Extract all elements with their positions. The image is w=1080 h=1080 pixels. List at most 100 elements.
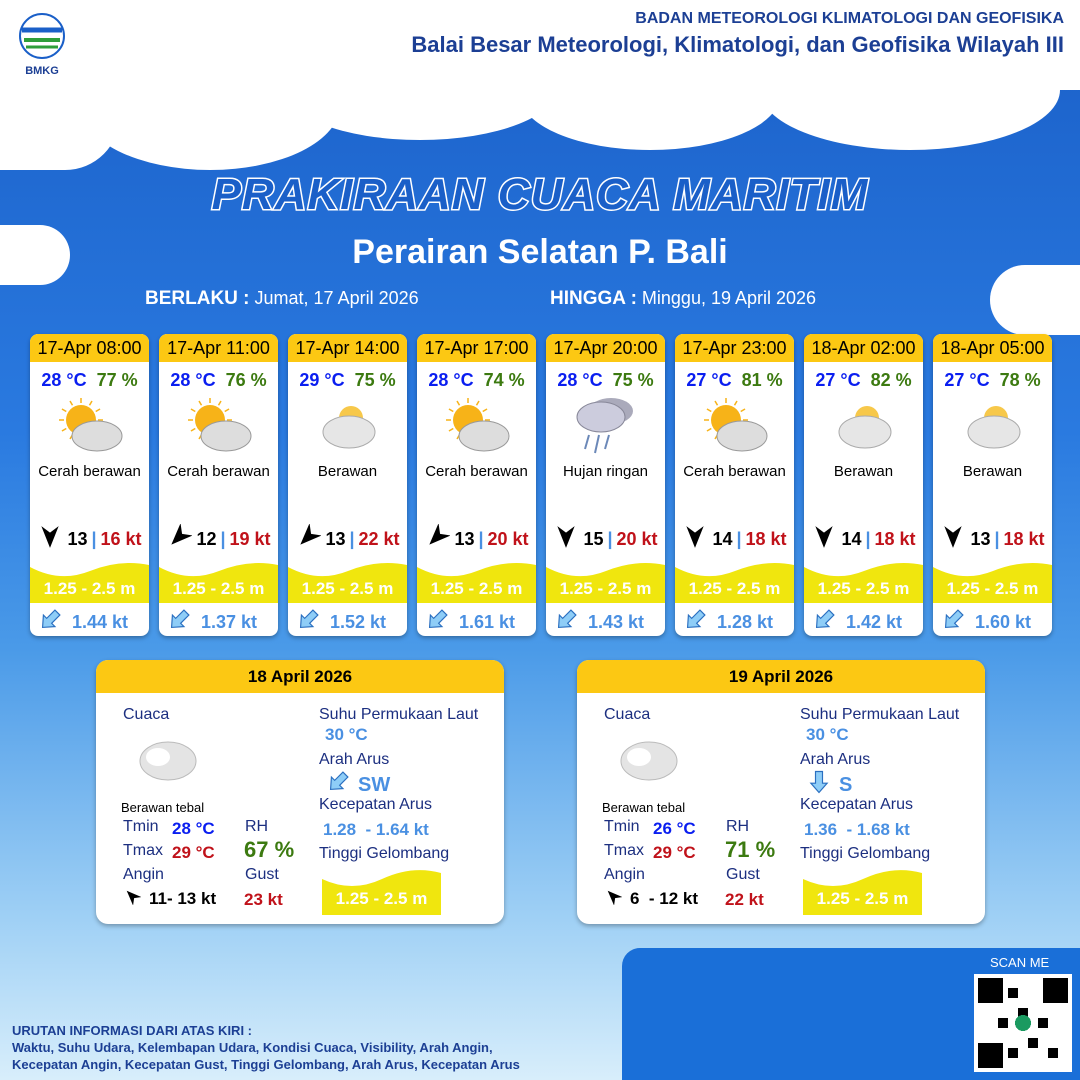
current-speed: 1.43 kt — [588, 612, 645, 632]
wind-direction-icon — [166, 523, 194, 555]
wave-height-value: 1.25 - 2.5 m — [43, 579, 136, 598]
wave-height: 1.25 - 2.5 m — [804, 559, 923, 603]
arah-arus-value: SW — [358, 773, 391, 796]
valid-from-label: BERLAKU : — [145, 288, 250, 309]
org-name: BADAN METEOROLOGI KLIMATOLOGI DAN GEOFIS… — [635, 10, 1064, 27]
wind-row: 14 | 18 kt — [675, 524, 794, 555]
forecast-cards: 17-Apr 08:00 28 °C 77 % Cerah berawan 13 | 16… — [30, 334, 1052, 636]
valid-from: BERLAKU : Jumat, 17 April 2026 — [145, 288, 419, 310]
forecast-time: 18-Apr 05:00 — [933, 334, 1052, 362]
current-direction-icon — [552, 606, 580, 636]
current-direction-icon — [36, 606, 64, 636]
current-speed: 1.37 kt — [201, 612, 258, 632]
current-speed: 1.52 kt — [330, 612, 387, 632]
thick-cloud-icon — [136, 735, 200, 790]
wind-speed: 12 — [196, 529, 217, 549]
gust-speed: 20 kt — [616, 529, 658, 549]
wind-speed: 13 — [325, 529, 346, 549]
current-direction-icon — [294, 606, 322, 636]
angin-value: 6 - 12 kt — [630, 888, 699, 908]
wind-row: 13 | 20 kt — [417, 523, 536, 555]
wind-speed: 13 — [970, 529, 991, 549]
forecast-card: 17-Apr 20:00 28 °C 75 % Hujan ringan 15 | 20 … — [546, 334, 665, 636]
divider: | — [736, 529, 742, 549]
wind-direction-icon — [940, 524, 966, 555]
current-direction-icon — [324, 768, 352, 802]
air-temp: 28 °C — [170, 370, 216, 390]
cloud-icon — [288, 391, 407, 461]
cloud-decoration — [280, 30, 560, 140]
rh-label: RH — [245, 818, 269, 835]
wave-height: 1.25 - 2.5 m — [546, 559, 665, 603]
wave-height-value: 1.25 - 2.5 m — [816, 889, 909, 908]
wind-row: 14 | 18 kt — [804, 524, 923, 555]
wave-height: 1.25 - 2.5 m — [675, 559, 794, 603]
current-direction-icon — [165, 606, 193, 636]
humidity: 82 % — [870, 370, 912, 390]
wind-speed: 13 — [67, 529, 88, 549]
current-direction-icon — [805, 768, 833, 802]
air-temp: 29 °C — [299, 370, 345, 390]
kecepatan-arus-value: 1.36 - 1.68 kt — [804, 820, 910, 839]
tmin-label: Tmin — [123, 818, 159, 835]
sst-value: 30 °C — [806, 725, 849, 744]
day-condition: Berawan tebal — [121, 800, 205, 815]
temp-rh: 28 °C 76 % — [159, 370, 278, 391]
wind-direction-icon — [123, 887, 142, 910]
valid-from-date: Jumat, 17 April 2026 — [254, 288, 419, 308]
current-row: 1.42 kt — [810, 606, 902, 636]
humidity: 76 % — [225, 370, 267, 390]
humidity: 81 % — [741, 370, 783, 390]
wind-speed: 13 — [454, 529, 475, 549]
cuaca-label: Cuaca — [604, 706, 651, 723]
thick-cloud-icon — [617, 735, 681, 790]
weather-condition: Cerah berawan — [38, 463, 141, 480]
current-row: 1.44 kt — [36, 606, 128, 636]
wave-height-value: 1.25 - 2.5 m — [335, 889, 428, 908]
page-title: PRAKIRAAN CUACA MARITIM — [210, 169, 869, 221]
arah-arus-value: S — [839, 773, 853, 796]
arah-arus-row: SW — [324, 768, 390, 802]
current-row: 1.28 kt — [681, 606, 773, 636]
sun-cloud-icon — [159, 391, 278, 461]
wave-height-value: 1.25 - 2.5 m — [301, 579, 394, 598]
gust-value: 22 kt — [725, 890, 764, 909]
qr-code[interactable] — [974, 974, 1072, 1072]
current-speed: 1.60 kt — [975, 612, 1032, 632]
footer-legend: URUTAN INFORMASI DARI ATAS KIRI : Waktu,… — [12, 1022, 612, 1073]
gust-speed: 18 kt — [1003, 529, 1045, 549]
forecast-time: 17-Apr 20:00 — [546, 334, 665, 362]
temp-rh: 29 °C 75 % — [288, 370, 407, 391]
valid-to-date: Minggu, 19 April 2026 — [641, 288, 817, 308]
humidity: 75 % — [612, 370, 654, 390]
temp-rh: 27 °C 82 % — [804, 370, 923, 391]
current-speed: 1.42 kt — [846, 612, 903, 632]
forecast-time: 17-Apr 17:00 — [417, 334, 536, 362]
weather-condition: Cerah berawan — [683, 463, 786, 480]
forecast-card: 18-Apr 05:00 27 °C 78 % Berawan 13 | 18 kt 1.2… — [933, 334, 1052, 636]
rain-cloud-icon — [546, 391, 665, 461]
forecast-time: 17-Apr 08:00 — [30, 334, 149, 362]
forecast-card: 17-Apr 23:00 27 °C 81 % Cerah berawan 14 | 18… — [675, 334, 794, 636]
gust-speed: 18 kt — [745, 529, 787, 549]
temp-rh: 27 °C 81 % — [675, 370, 794, 391]
wave-height: 1.25 - 2.5 m — [417, 559, 536, 603]
wind-direction-icon — [37, 524, 63, 555]
wind-speed: 14 — [841, 529, 862, 549]
wind-row: 15 | 20 kt — [546, 524, 665, 555]
temp-rh: 28 °C 74 % — [417, 370, 536, 391]
temp-rh: 28 °C 77 % — [30, 370, 149, 391]
weather-condition: Berawan — [962, 463, 1023, 480]
rh-value: 71 % — [725, 837, 776, 862]
temp-rh: 27 °C 78 % — [933, 370, 1052, 391]
arah-arus-label: Arah Arus — [319, 751, 390, 768]
wind-direction-icon — [604, 887, 623, 910]
day-condition: Berawan tebal — [602, 800, 686, 815]
current-row: 1.52 kt — [294, 606, 386, 636]
day-summary-card: 18 April 2026 Cuaca Berawan tebal Tmin 28 °C… — [96, 660, 504, 924]
wave-height-value: 1.25 - 2.5 m — [172, 579, 265, 598]
current-row: 1.61 kt — [423, 606, 515, 636]
forecast-time: 17-Apr 14:00 — [288, 334, 407, 362]
humidity: 77 % — [96, 370, 138, 390]
wind-row: 12 | 19 kt — [159, 523, 278, 555]
